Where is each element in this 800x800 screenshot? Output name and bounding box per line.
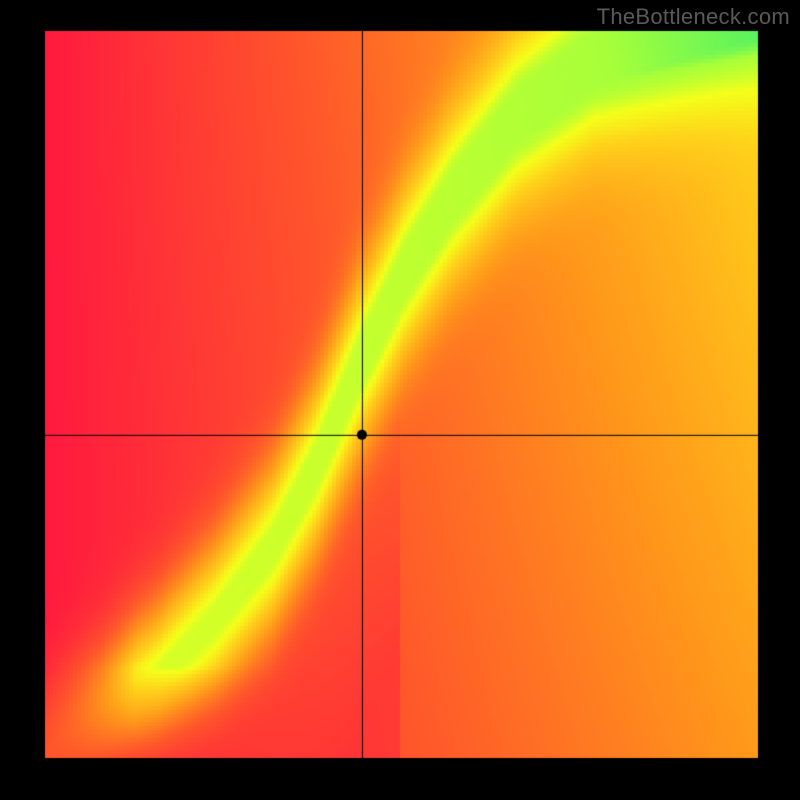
figure-container: TheBottleneck.com — [0, 0, 800, 800]
heatmap-canvas — [0, 0, 800, 800]
watermark-text: TheBottleneck.com — [597, 4, 790, 30]
